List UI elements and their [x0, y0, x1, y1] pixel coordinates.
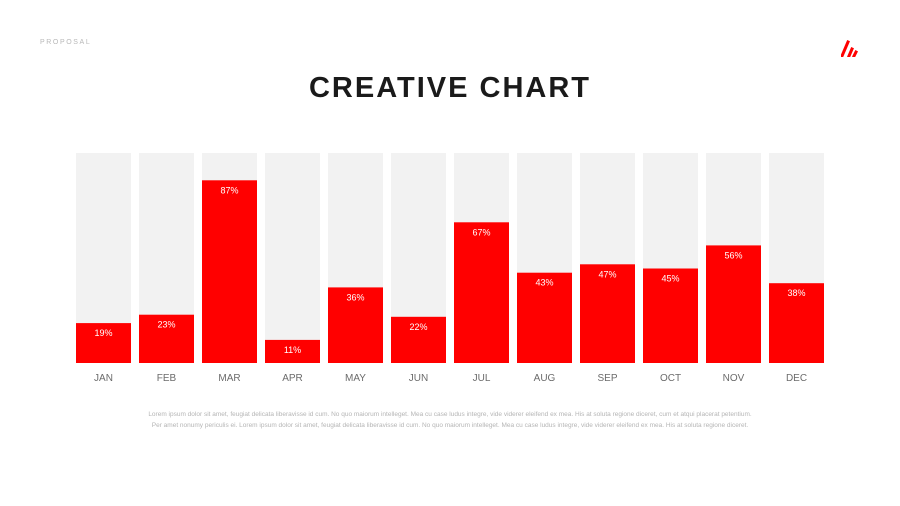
bar-chart: 19% JAN 23% FEB 87% MAR 11% APR 36% MAY 22% JUN 67% J… [76, 153, 824, 384]
data-label: 36% [346, 292, 364, 302]
data-label: 43% [535, 278, 553, 288]
bar-jan [76, 323, 131, 363]
bar-feb [139, 314, 194, 363]
bar-sep [580, 264, 635, 363]
data-label: 22% [409, 322, 427, 332]
description-text: Lorem ipsum dolor sit amet, feugiat deli… [148, 411, 752, 429]
x-tick-label: AUG [534, 373, 556, 384]
bar-jun [391, 316, 446, 363]
data-label: 19% [94, 328, 112, 338]
x-tick-label: JAN [94, 373, 113, 384]
bar-jul [454, 222, 509, 363]
chart-title: CREATIVE CHART [308, 72, 592, 104]
x-tick-label: FEB [157, 373, 177, 384]
data-label: 45% [661, 274, 679, 284]
data-label: 11% [284, 345, 301, 355]
data-label: 23% [157, 320, 175, 330]
x-tick-label: MAR [218, 373, 240, 384]
bar-oct [643, 268, 698, 363]
data-label: 87% [220, 185, 238, 195]
bar-aug [517, 272, 572, 363]
bar-mar [202, 180, 257, 363]
data-label: 38% [787, 288, 805, 298]
x-tick-label: OCT [660, 373, 681, 384]
data-label: 67% [472, 227, 490, 237]
x-tick-label: SEP [597, 373, 617, 384]
data-label: 47% [598, 269, 616, 279]
x-tick-label: APR [282, 373, 303, 384]
x-tick-label: NOV [723, 373, 745, 384]
x-tick-label: MAY [345, 373, 366, 384]
data-label: 56% [724, 250, 742, 260]
brand-slash-logo-icon [841, 40, 859, 57]
x-tick-label: JUN [409, 373, 428, 384]
x-tick-label: JUL [473, 373, 491, 384]
bar-track [265, 153, 320, 363]
bar-dec [769, 283, 824, 363]
bar-may [328, 287, 383, 363]
bar-nov [706, 245, 761, 363]
bar-apr [265, 339, 320, 363]
x-tick-label: DEC [786, 373, 807, 384]
header-label: PROPOSAL [40, 39, 92, 46]
